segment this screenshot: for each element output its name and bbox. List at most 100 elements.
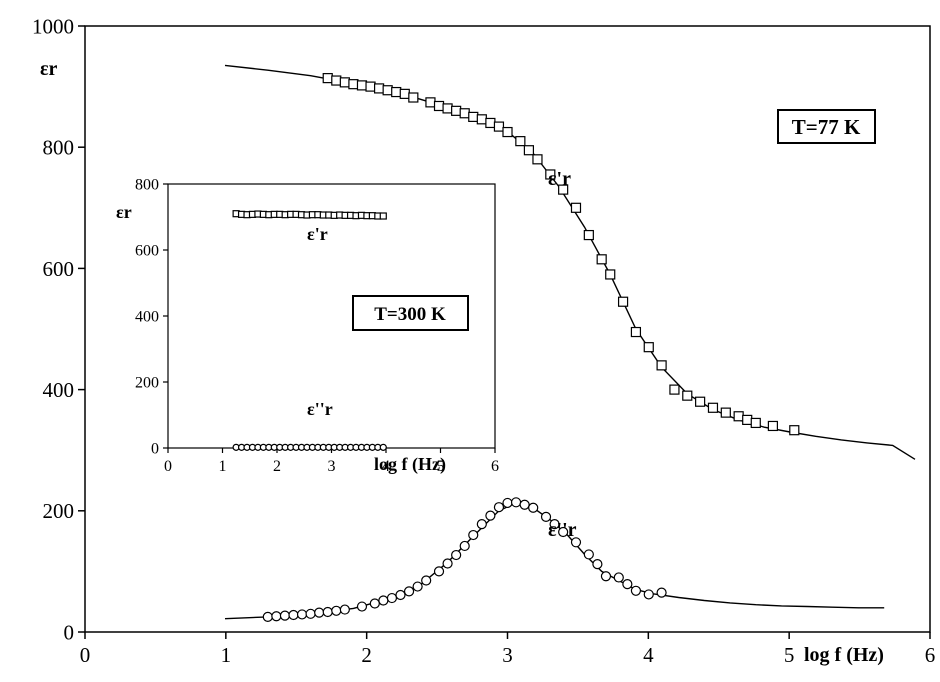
inset-series-label-eps-prime: ε'r: [307, 224, 328, 244]
x-tick-label: 3: [502, 643, 513, 667]
inset-y-tick-label: 0: [151, 441, 159, 458]
point-eps-double-prime: [433, 566, 445, 577]
x-axis-label: log f (Hz): [804, 644, 884, 666]
y-tick-label: 1000: [32, 14, 74, 38]
point-eps-double-prime: [305, 608, 316, 619]
point-eps-prime: [656, 360, 667, 371]
point-eps-prime: [356, 80, 368, 91]
point-eps-double-prime: [493, 502, 505, 513]
series-label-eps-double-prime: ε''r: [548, 519, 577, 541]
inset-y-tick-label: 600: [135, 243, 159, 260]
point-eps-prime: [515, 136, 526, 147]
main-axes: 0 200 400 600 800 1000 0 1 2 3 4 5 6: [32, 14, 935, 667]
x-tick-label: 5: [784, 643, 795, 667]
x-tick-label: 2: [361, 643, 372, 667]
point-eps-prime: [596, 254, 607, 265]
inset-y-tick-label: 200: [135, 375, 159, 392]
point-eps-prime: [322, 73, 333, 84]
point-eps-prime: [682, 390, 693, 401]
point-eps-double-prime: [262, 611, 273, 622]
x-tick-label: 6: [925, 643, 936, 667]
point-eps-double-prime: [570, 537, 582, 548]
point-eps-prime: [767, 420, 778, 432]
inset-x-tick-label: 6: [491, 458, 499, 475]
point-eps-double-prime: [622, 579, 633, 590]
point-eps-prime: [348, 79, 359, 90]
inset-plot: [232, 210, 387, 451]
point-eps-double-prime: [558, 526, 569, 538]
point-eps-prime: [391, 86, 402, 98]
inset-x-tick-label: 2: [273, 458, 281, 475]
point-eps-prime: [630, 326, 642, 338]
point-eps-prime: [365, 81, 376, 92]
point-eps-double-prime: [613, 572, 624, 583]
point-eps-prime: [617, 296, 629, 307]
point-eps-double-prime: [279, 610, 291, 621]
point-eps-double-prime: [271, 611, 282, 622]
y-tick-label: 400: [43, 378, 75, 402]
point-eps-prime: [459, 108, 470, 119]
point-eps-double-prime: [459, 540, 470, 552]
y-axis-label: εr: [40, 58, 58, 80]
point-eps-double-prime: [386, 592, 398, 604]
point-eps-prime: [643, 342, 654, 353]
point-eps-prime: [433, 100, 445, 112]
y-tick-label: 200: [43, 499, 75, 523]
series-label-eps-prime: ε'r: [548, 168, 571, 190]
point-eps-double-prime: [502, 497, 513, 509]
point-eps-prime: [750, 417, 761, 429]
x-tick-label: 4: [643, 643, 654, 667]
point-eps-double-prime: [630, 585, 642, 596]
inset-x-tick-label: 1: [219, 458, 227, 475]
point-eps-prime: [742, 414, 753, 425]
point-eps-double-prime: [356, 601, 368, 612]
point-eps-prime: [493, 121, 505, 132]
point-eps-double-prime: [519, 499, 530, 510]
point-eps-prime: [425, 97, 436, 108]
annotation-t300-text: T=300 K: [374, 304, 446, 325]
point-eps-double-prime: [468, 529, 479, 541]
point-eps-prime: [789, 425, 800, 436]
point-eps-double-prime: [339, 604, 350, 615]
y-tick-label: 800: [43, 136, 75, 160]
point-eps-double-prime: [485, 510, 496, 521]
point-eps-prime: [382, 85, 393, 96]
point-eps-double-prime: [656, 587, 667, 598]
x-tick-label: 1: [221, 643, 232, 667]
point-eps-double-prime: [369, 598, 380, 609]
point-eps-prime: [707, 402, 719, 413]
point-eps-prime: [373, 83, 385, 94]
point-eps-prime: [523, 145, 535, 156]
point-eps-prime: [468, 111, 479, 123]
x-tick-label: 0: [80, 643, 91, 667]
point-eps-prime: [558, 184, 569, 195]
point-eps-double-prime: [476, 519, 487, 530]
annotation-t77-text: T=77 K: [792, 115, 861, 139]
point-eps-prime: [532, 154, 543, 165]
point-eps-double-prime: [421, 575, 432, 586]
point-eps-prime: [669, 384, 680, 395]
point-eps-double-prime: [549, 519, 560, 530]
annotation-t300: T=300 K: [352, 295, 469, 331]
point-eps-prime: [331, 75, 342, 86]
point-eps-prime: [570, 202, 582, 213]
point-eps-double-prime: [395, 589, 406, 601]
inset-y-axis-label: εr: [116, 202, 132, 222]
main-plot: [224, 64, 916, 622]
point-eps-double-prime: [540, 511, 552, 522]
inset-point-eps-double-prime: [379, 443, 387, 451]
annotation-t77: T=77 K: [777, 109, 876, 144]
y-tick-label: 600: [43, 257, 75, 281]
inset-series-label-eps-double-prime: ε''r: [307, 399, 333, 419]
inset-x-tick-label: 5: [437, 458, 445, 475]
inset-y-tick-label: 800: [135, 177, 159, 194]
point-eps-double-prime: [378, 595, 389, 606]
point-eps-double-prime: [403, 586, 415, 597]
point-eps-double-prime: [442, 558, 453, 569]
inset-x-axis-label: log f (Hz): [374, 454, 446, 475]
point-eps-prime: [485, 117, 496, 129]
point-eps-double-prime: [331, 605, 342, 616]
point-eps-prime: [442, 103, 453, 114]
point-eps-prime: [695, 396, 706, 407]
